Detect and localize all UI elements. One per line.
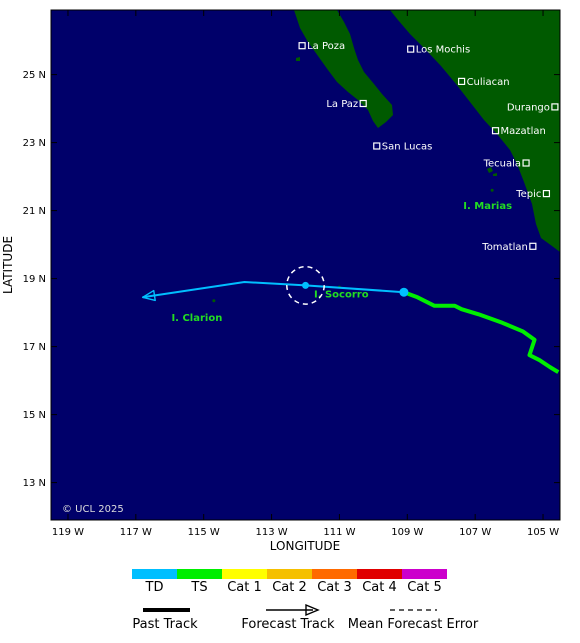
lat-tick-label: 13 N (23, 478, 46, 489)
city-markers: La Poza Los Mochis Culiacan La Paz Durango Ma… (298, 41, 559, 253)
forecast-error-circle (286, 265, 325, 305)
legend-category-label: Cat 5 (407, 580, 442, 595)
copyright-text: © UCL 2025 (62, 504, 124, 515)
lon-tick-label: 119 W (52, 527, 84, 538)
island-marker (212, 299, 216, 303)
lon-tick-label: 107 W (459, 527, 491, 538)
city-label: La Paz (326, 99, 358, 110)
city-label: Tomatlan (481, 242, 528, 253)
city-label: Los Mochis (416, 45, 470, 56)
city-label: Tepic (515, 189, 541, 200)
lat-tick-label: 25 N (23, 70, 46, 81)
forecast-track-line (141, 280, 404, 302)
island-marker (490, 188, 494, 192)
x-axis-title: LONGITUDE (270, 539, 340, 553)
lat-tick-label: 21 N (23, 206, 46, 217)
city-marker (491, 127, 500, 135)
lon-tick-label: 115 W (188, 527, 220, 538)
y-axis-title: LATITUDE (1, 236, 15, 294)
legend-category-label: Cat 3 (317, 580, 352, 595)
legend-category-label: Cat 1 (227, 580, 262, 595)
legend-category-label: Cat 4 (362, 580, 397, 595)
past-track-line (403, 290, 560, 374)
current-position-dot (399, 287, 409, 297)
lon-tick-label: 105 W (527, 527, 559, 538)
baja-islet-2 (357, 77, 361, 81)
legend-swatch (357, 569, 402, 579)
lon-tick-label: 109 W (391, 527, 423, 538)
city-marker (529, 242, 537, 250)
city-label: Culiacan (467, 77, 510, 88)
category-labels: TD TS Cat 1 Cat 2 Cat 3 Cat 4 Cat 5 (145, 580, 442, 595)
city-label: Tecuala (483, 159, 521, 170)
legend-swatch (312, 569, 357, 579)
legend-swatch (132, 569, 177, 579)
past-track-legend-label: Past Track (132, 617, 198, 632)
plot-area: La Poza Los Mochis Culiacan La Paz Durango Ma… (50, 9, 561, 521)
city-label: Mazatlan (501, 126, 546, 137)
islas-marias (487, 167, 493, 173)
legend-swatch (222, 569, 267, 579)
baja-california (294, 10, 393, 128)
city-marker (407, 45, 415, 53)
category-color-bar (132, 569, 447, 579)
lat-tick-label: 19 N (23, 274, 46, 285)
lat-tick-label: 23 N (23, 138, 46, 149)
legend-swatch (267, 569, 312, 579)
legend-swatch (402, 569, 447, 579)
city-marker (551, 103, 559, 111)
land-layer (294, 10, 560, 252)
lat-tick-label: 15 N (23, 410, 46, 421)
island-markers: I. Socorro I. Clarion I. Marias (171, 188, 512, 324)
city-marker (298, 42, 306, 50)
lat-tick-label: 17 N (23, 342, 46, 353)
city-marker (522, 159, 530, 167)
city-marker (373, 142, 381, 150)
baja-islet (296, 57, 300, 61)
city-label: Durango (507, 102, 550, 113)
city-marker (542, 190, 551, 198)
island-label: I. Clarion (171, 313, 222, 324)
tick-marks (51, 10, 560, 520)
legend-swatch (177, 569, 222, 579)
lon-tick-label: 111 W (323, 527, 355, 538)
forecast-track-legend-arrow (305, 603, 320, 617)
mexico-mainland (390, 10, 560, 252)
legend-category-label: TS (190, 580, 207, 595)
legend: TD TS Cat 1 Cat 2 Cat 3 Cat 4 Cat 5 Past Track… (132, 569, 479, 632)
city-marker (457, 77, 466, 86)
legend-category-label: Cat 2 (272, 580, 307, 595)
lon-tick-label: 117 W (120, 527, 152, 538)
plot-frame (50, 9, 561, 521)
lon-tick-label: 113 W (255, 527, 287, 538)
city-label: La Poza (307, 41, 345, 52)
forecast-track-legend-label: Forecast Track (241, 617, 335, 632)
island-label: I. Marias (463, 201, 512, 212)
axis-labels: 119 W 117 W 115 W 113 W 111 W 109 W 107 W 105 W… (23, 70, 560, 538)
city-marker (359, 99, 367, 108)
legend-category-label: TD (145, 580, 164, 595)
forecast-position-dot (302, 281, 309, 289)
islas-marias-2 (493, 173, 497, 176)
error-legend-label: Mean Forecast Error (348, 617, 479, 632)
island-label: I. Socorro (314, 289, 369, 300)
city-label: San Lucas (382, 142, 433, 153)
